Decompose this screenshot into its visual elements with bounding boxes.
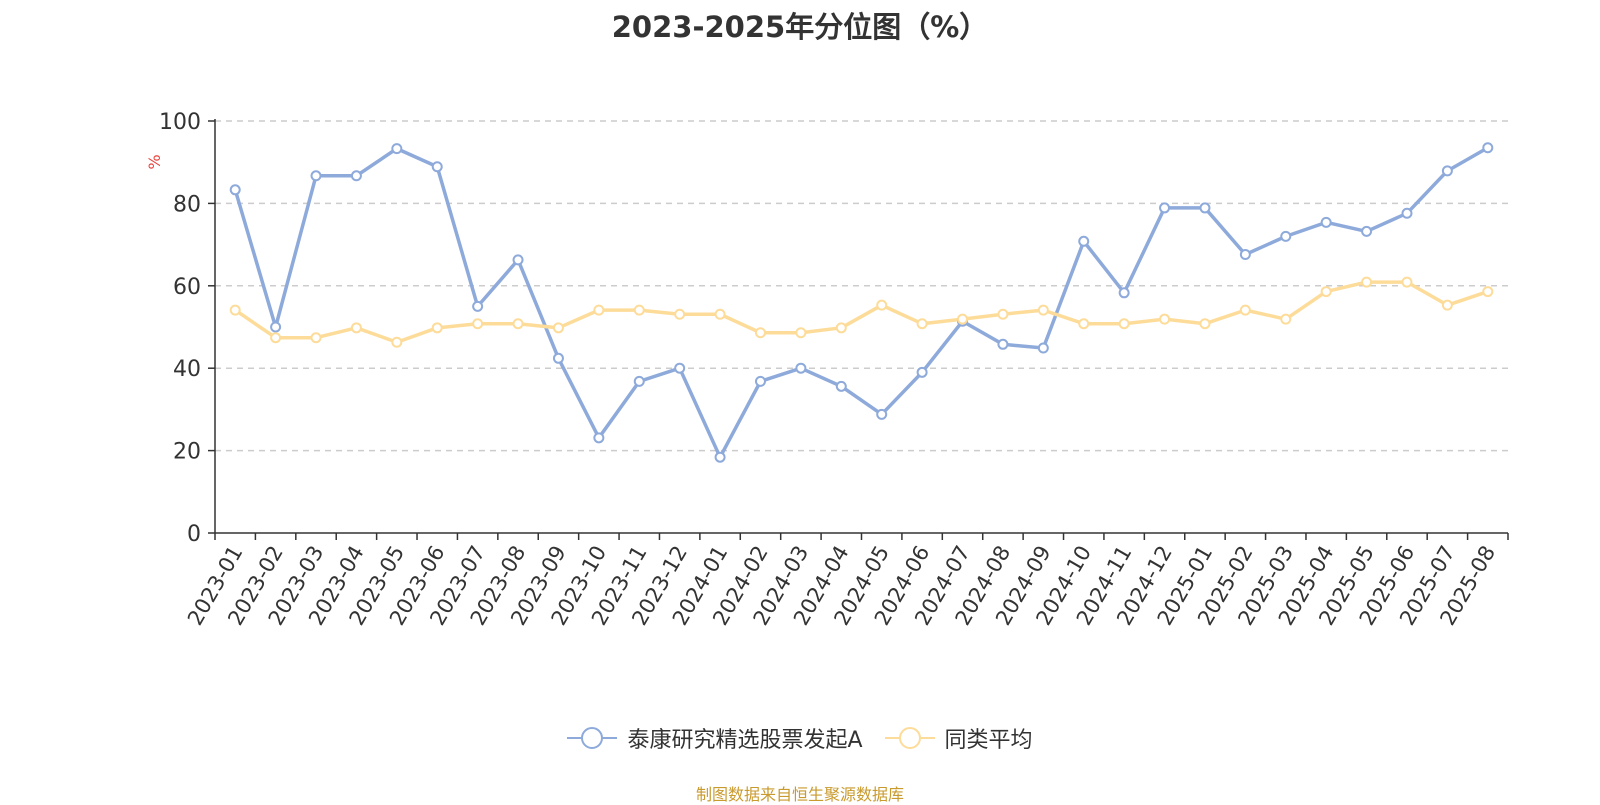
data-point-series-0[interactable] <box>916 366 928 378</box>
data-point-series-1[interactable] <box>1239 304 1251 316</box>
data-point-series-0[interactable] <box>1078 235 1090 247</box>
data-point-series-1[interactable] <box>1078 318 1090 330</box>
data-point-series-0[interactable] <box>512 254 524 266</box>
data-point-series-0[interactable] <box>1361 225 1373 237</box>
data-point-series-1[interactable] <box>1280 313 1292 325</box>
legend-swatch-peer-icon <box>884 727 935 749</box>
data-point-series-1[interactable] <box>593 304 605 316</box>
data-point-series-0[interactable] <box>1320 216 1332 228</box>
series-line-1 <box>234 280 1489 344</box>
legend-swatch-fund-icon <box>567 727 618 749</box>
data-point-series-0[interactable] <box>633 375 645 387</box>
legend-item-fund[interactable]: 泰康研究精选股票发起A <box>567 722 863 754</box>
y-tick-label: 80 <box>173 192 201 217</box>
data-point-series-0[interactable] <box>310 170 322 182</box>
data-point-series-0[interactable] <box>1037 342 1049 354</box>
data-point-series-1[interactable] <box>916 318 928 330</box>
data-point-series-1[interactable] <box>512 318 524 330</box>
data-point-series-1[interactable] <box>795 327 807 339</box>
data-point-series-0[interactable] <box>350 170 362 182</box>
data-point-series-0[interactable] <box>674 362 686 374</box>
legend-label-peer-average: 同类平均 <box>944 728 1033 753</box>
data-point-series-0[interactable] <box>876 408 888 420</box>
data-point-series-0[interactable] <box>1280 230 1292 242</box>
data-point-series-0[interactable] <box>593 432 605 444</box>
data-point-series-1[interactable] <box>431 322 443 334</box>
data-point-series-0[interactable] <box>1199 202 1211 214</box>
data-point-series-1[interactable] <box>552 322 564 334</box>
data-point-series-1[interactable] <box>1482 286 1494 298</box>
chart-title: 2023-2025年分位图（%） <box>611 10 989 44</box>
data-point-series-0[interactable] <box>552 352 564 364</box>
data-point-series-0[interactable] <box>1159 202 1171 214</box>
data-point-series-1[interactable] <box>633 304 645 316</box>
data-point-series-1[interactable] <box>1118 318 1130 330</box>
data-point-series-0[interactable] <box>472 300 484 312</box>
y-tick-label: 40 <box>173 357 201 382</box>
data-point-series-1[interactable] <box>674 308 686 320</box>
data-point-series-1[interactable] <box>229 304 241 316</box>
y-tick-label: 100 <box>159 110 201 135</box>
data-point-series-1[interactable] <box>997 308 1009 320</box>
data-point-series-0[interactable] <box>835 380 847 392</box>
data-point-series-1[interactable] <box>310 332 322 344</box>
y-axis-unit-label: % <box>145 154 164 169</box>
data-point-series-1[interactable] <box>1037 304 1049 316</box>
x-tick-labels: 2023-012023-022023-032023-042023-052023-… <box>183 542 1500 630</box>
data-point-series-1[interactable] <box>391 336 403 348</box>
data-point-series-0[interactable] <box>1441 165 1453 177</box>
y-tick-label: 0 <box>187 522 201 547</box>
data-point-series-1[interactable] <box>1199 318 1211 330</box>
data-point-series-0[interactable] <box>795 362 807 374</box>
y-tick-label: 60 <box>173 275 201 300</box>
data-point-series-1[interactable] <box>876 299 888 311</box>
y-tick-labels: 0 20 40 60 80 100 <box>159 110 201 547</box>
data-point-series-0[interactable] <box>754 375 766 387</box>
data-point-series-1[interactable] <box>1401 276 1413 288</box>
data-point-series-0[interactable] <box>270 321 282 333</box>
data-point-series-0[interactable] <box>997 338 1009 350</box>
source-note: 制图数据来自恒生聚源数据库 <box>695 785 904 804</box>
data-point-series-0[interactable] <box>1401 207 1413 219</box>
data-point-series-1[interactable] <box>350 322 362 334</box>
legend-item-peer-average[interactable]: 同类平均 <box>884 722 1033 754</box>
data-point-series-1[interactable] <box>1441 299 1453 311</box>
series-line-0 <box>233 146 1489 459</box>
data-point-series-0[interactable] <box>391 143 403 155</box>
data-point-series-0[interactable] <box>1118 287 1130 299</box>
legend: 泰康研究精选股票发起A 同类平均 <box>0 722 1600 754</box>
data-point-series-1[interactable] <box>957 313 969 325</box>
data-point-series-1[interactable] <box>1159 313 1171 325</box>
legend-label-fund: 泰康研究精选股票发起A <box>627 728 863 753</box>
data-point-series-1[interactable] <box>472 318 484 330</box>
data-point-series-1[interactable] <box>754 327 766 339</box>
data-point-series-0[interactable] <box>714 451 726 463</box>
data-point-series-1[interactable] <box>270 332 282 344</box>
data-point-series-0[interactable] <box>229 184 241 196</box>
data-point-series-0[interactable] <box>1239 248 1251 260</box>
data-point-series-1[interactable] <box>1361 276 1373 288</box>
data-point-series-0[interactable] <box>431 161 443 173</box>
data-point-series-0[interactable] <box>1482 142 1494 154</box>
series-lines <box>229 142 1494 463</box>
axes <box>208 119 1509 540</box>
y-tick-label: 20 <box>173 440 201 465</box>
data-point-series-1[interactable] <box>835 322 847 334</box>
data-point-series-1[interactable] <box>714 308 726 320</box>
data-point-series-1[interactable] <box>1320 286 1332 298</box>
